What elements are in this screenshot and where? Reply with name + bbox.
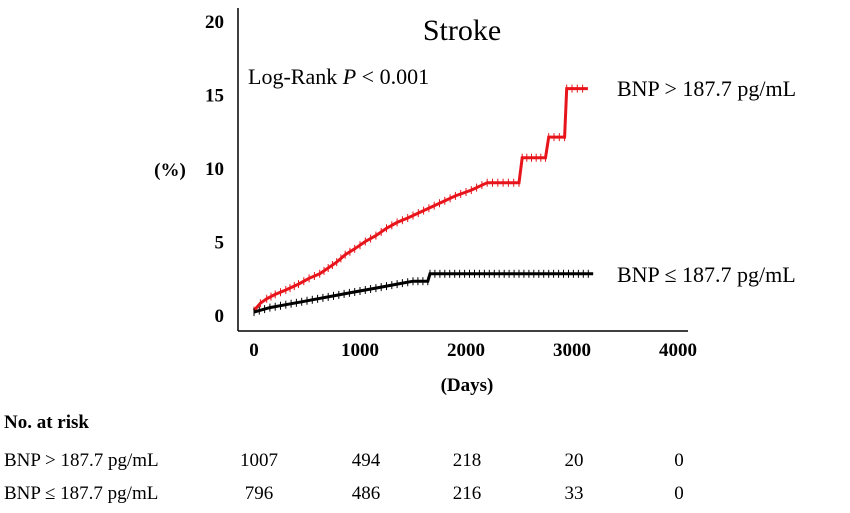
- risk-row-label: BNP ≤ 187.7 pg/mL: [4, 483, 159, 504]
- y-tick-label: 10: [205, 159, 224, 180]
- risk-value: 216: [452, 483, 482, 504]
- risk-value: 494: [351, 450, 381, 471]
- y-tick-label: 5: [215, 233, 225, 254]
- y-axis-label: (%): [154, 160, 186, 181]
- censor-marks-1: [253, 269, 589, 317]
- chart-title: Stroke: [423, 14, 501, 47]
- risk-row-label: BNP > 187.7 pg/mL: [4, 450, 159, 471]
- x-tick-label: 0: [249, 340, 259, 361]
- y-tick-label: 0: [215, 306, 225, 327]
- risk-value: 33: [564, 483, 584, 504]
- y-tick-label: 15: [205, 86, 224, 107]
- risk-value: 0: [674, 483, 684, 504]
- x-tick-label: 3000: [553, 340, 591, 361]
- series-line-1: [253, 272, 594, 314]
- x-tick-label: 1000: [341, 340, 379, 361]
- risk-value: 1007: [240, 450, 278, 471]
- y-tick-label: 20: [205, 12, 224, 33]
- x-axis-label: (Days): [441, 375, 494, 396]
- risk-value: 796: [244, 483, 274, 504]
- km-chart: Stroke Log-Rank P < 0.001 0 5 10 15 20 0 1000…: [154, 8, 796, 396]
- risk-row-low-bnp: BNP ≤ 187.7 pg/mL 796 486 216 33 0: [0, 483, 850, 513]
- censor-marks-0: [253, 84, 584, 315]
- risk-value: 20: [564, 450, 584, 471]
- risk-table: No. at risk BNP > 187.7 pg/mL 1007 494 2…: [0, 408, 850, 512]
- series-label-high-bnp: BNP > 187.7 pg/mL: [617, 76, 796, 101]
- series-label-low-bnp: BNP ≤ 187.7 pg/mL: [617, 262, 796, 287]
- risk-value: 0: [674, 450, 684, 471]
- risk-value: 486: [351, 483, 381, 504]
- x-tick-label: 4000: [659, 340, 697, 361]
- x-tick-label: 2000: [447, 340, 485, 361]
- risk-value: 218: [452, 450, 482, 471]
- log-rank-annotation: Log-Rank P < 0.001: [248, 64, 429, 89]
- risk-row-high-bnp: BNP > 187.7 pg/mL 1007 494 218 20 0: [0, 450, 850, 480]
- risk-table-heading: No. at risk: [4, 412, 89, 433]
